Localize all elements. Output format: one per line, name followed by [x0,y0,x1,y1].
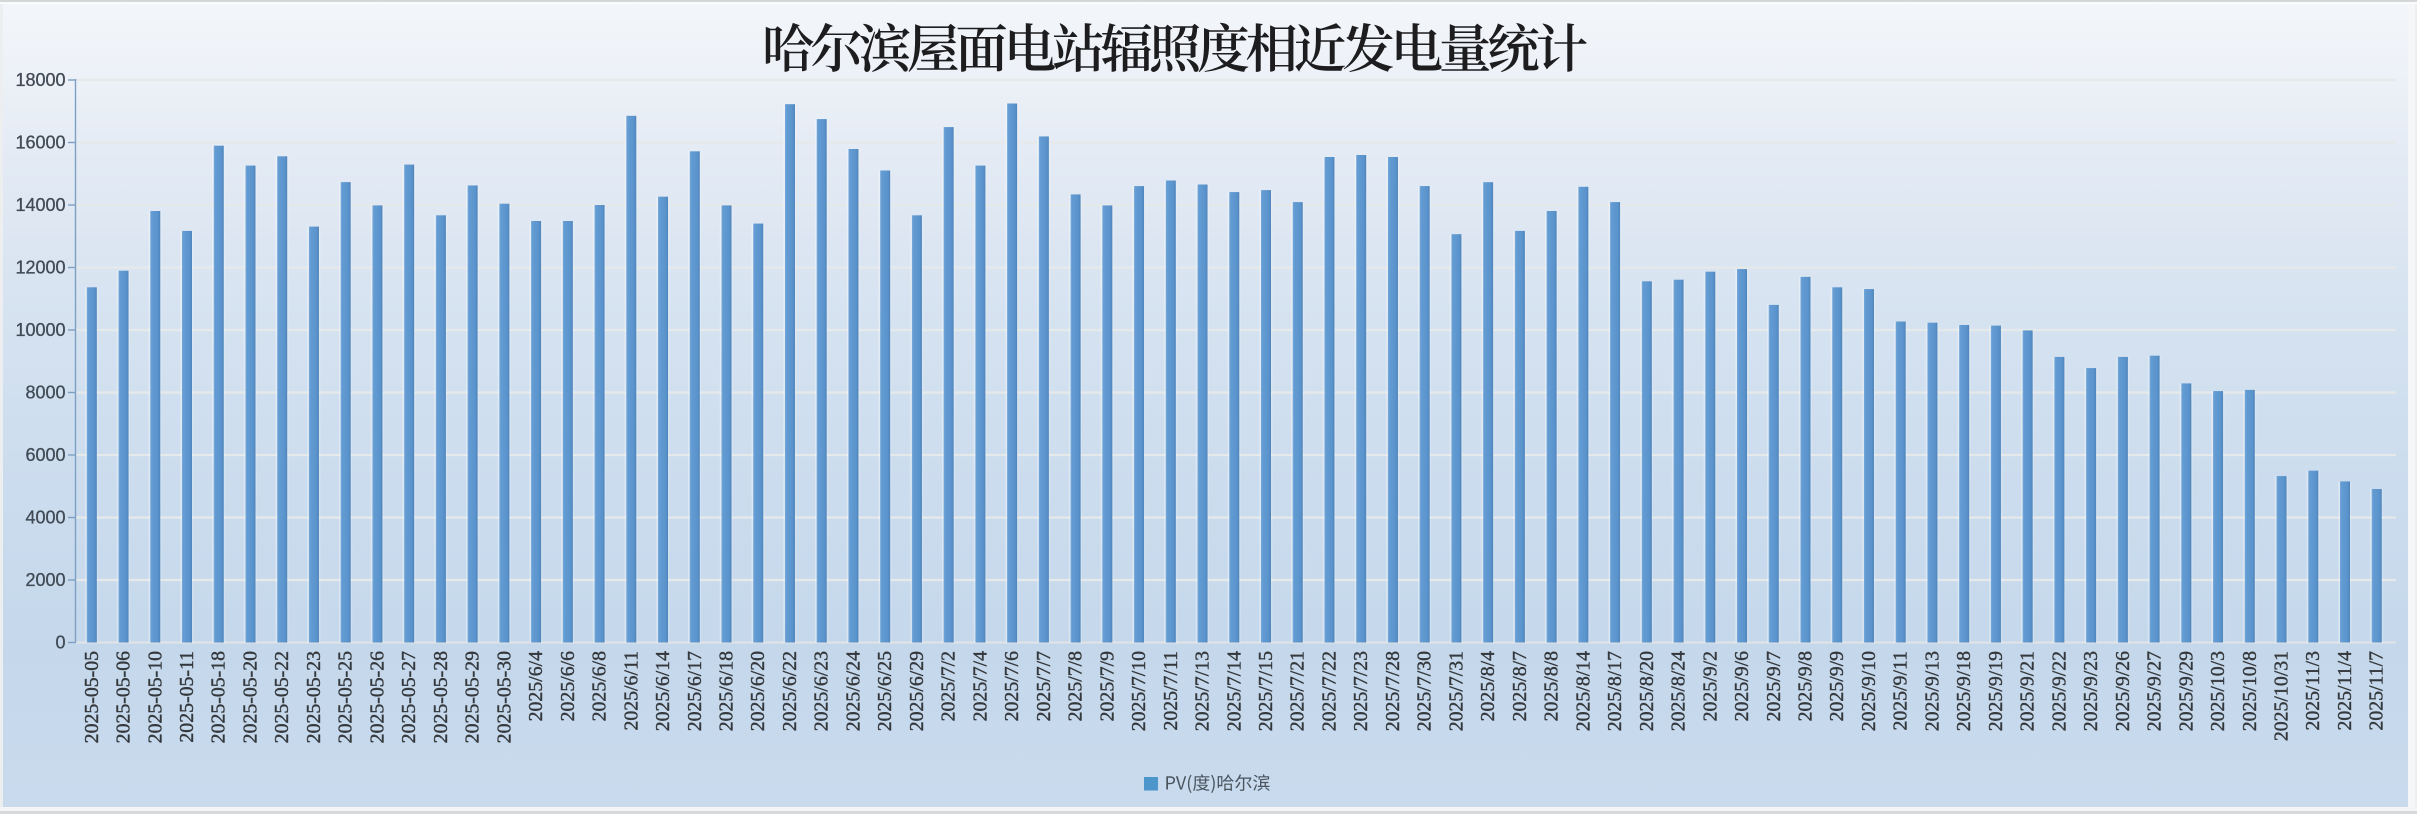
svg-text:2025/7/7: 2025/7/7 [1033,651,1055,721]
svg-text:2025/6/20: 2025/6/20 [747,651,769,731]
svg-text:2025/7/8: 2025/7/8 [1065,651,1087,721]
svg-text:2025/9/8: 2025/9/8 [1795,651,1817,721]
svg-text:2025/7/4: 2025/7/4 [969,651,991,721]
svg-text:2025-05-26: 2025-05-26 [366,651,388,743]
svg-text:2025-05-18: 2025-05-18 [208,651,230,743]
svg-text:2025/7/13: 2025/7/13 [1192,651,1214,731]
svg-text:2025/7/14: 2025/7/14 [1223,651,1245,731]
svg-text:2025/8/8: 2025/8/8 [1541,651,1563,721]
svg-text:2025/6/23: 2025/6/23 [811,651,833,731]
svg-text:8000: 8000 [25,383,65,403]
svg-text:2025-05-27: 2025-05-27 [398,651,420,743]
svg-text:2025/6/14: 2025/6/14 [652,651,674,731]
svg-text:2025/9/21: 2025/9/21 [2017,651,2039,731]
svg-text:2025-05-06: 2025-05-06 [113,651,135,743]
svg-text:2025-05-10: 2025-05-10 [144,651,166,743]
svg-text:2025-05-20: 2025-05-20 [240,651,262,743]
svg-text:2025-05-05: 2025-05-05 [81,651,103,743]
svg-text:2025/10/31: 2025/10/31 [2271,651,2293,741]
svg-text:2025/7/30: 2025/7/30 [1414,651,1436,731]
svg-text:2025-05-25: 2025-05-25 [335,651,357,743]
svg-text:2025/8/14: 2025/8/14 [1572,651,1594,731]
svg-text:2025/7/28: 2025/7/28 [1382,651,1404,731]
svg-text:2025-05-23: 2025-05-23 [303,651,325,743]
svg-text:12000: 12000 [15,258,65,278]
svg-text:2025/8/20: 2025/8/20 [1636,651,1658,731]
svg-text:2025/11/4: 2025/11/4 [2334,651,2356,731]
svg-text:2025/8/7: 2025/8/7 [1509,651,1531,721]
svg-text:2025-05-22: 2025-05-22 [271,651,293,743]
svg-text:2025/10/8: 2025/10/8 [2239,651,2261,731]
svg-text:14000: 14000 [15,195,65,215]
svg-text:2025-05-11: 2025-05-11 [176,651,198,743]
svg-text:16000: 16000 [15,133,65,153]
svg-text:2025/7/9: 2025/7/9 [1096,651,1118,721]
svg-text:2025/7/21: 2025/7/21 [1287,651,1309,731]
svg-text:6000: 6000 [25,445,65,465]
svg-text:18000: 18000 [15,70,65,90]
svg-text:2025/6/6: 2025/6/6 [557,651,579,721]
svg-text:2025/9/7: 2025/9/7 [1763,651,1785,721]
svg-text:2025/9/27: 2025/9/27 [2144,651,2166,731]
svg-text:2025/9/10: 2025/9/10 [1858,651,1880,731]
svg-text:10000: 10000 [15,320,65,340]
svg-text:2025/10/3: 2025/10/3 [2207,651,2229,731]
svg-text:2025/7/11: 2025/7/11 [1160,651,1182,731]
svg-text:2025/6/25: 2025/6/25 [874,651,896,731]
svg-text:2025/7/22: 2025/7/22 [1319,651,1341,731]
svg-text:2025/6/22: 2025/6/22 [779,651,801,731]
svg-text:0: 0 [55,633,65,653]
svg-text:2025/11/7: 2025/11/7 [2366,651,2388,731]
svg-text:2025/6/24: 2025/6/24 [842,651,864,731]
svg-text:2025/9/19: 2025/9/19 [1985,651,2007,731]
svg-text:4000: 4000 [25,508,65,528]
svg-text:2000: 2000 [25,570,65,590]
svg-text:2025/6/17: 2025/6/17 [684,651,706,731]
svg-text:2025/6/29: 2025/6/29 [906,651,928,731]
svg-text:2025/9/13: 2025/9/13 [1921,651,1943,731]
svg-text:2025/9/6: 2025/9/6 [1731,651,1753,721]
svg-text:2025/9/18: 2025/9/18 [1953,651,1975,731]
svg-text:2025/8/24: 2025/8/24 [1668,651,1690,731]
svg-text:2025/9/22: 2025/9/22 [2048,651,2070,731]
svg-text:2025/6/8: 2025/6/8 [589,651,611,721]
svg-text:2025/8/4: 2025/8/4 [1477,651,1499,721]
svg-text:2025/7/2: 2025/7/2 [938,651,960,721]
svg-text:2025-05-29: 2025-05-29 [462,651,484,743]
svg-text:2025/9/29: 2025/9/29 [2175,651,2197,731]
svg-text:2025/9/9: 2025/9/9 [1826,651,1848,721]
svg-text:2025/7/31: 2025/7/31 [1445,651,1467,731]
svg-text:2025/9/26: 2025/9/26 [2112,651,2134,731]
svg-text:2025/6/18: 2025/6/18 [716,651,738,731]
svg-text:2025/11/3: 2025/11/3 [2302,651,2324,731]
svg-text:2025/8/17: 2025/8/17 [1604,651,1626,731]
svg-text:2025-05-28: 2025-05-28 [430,651,452,743]
svg-text:2025/9/2: 2025/9/2 [1699,651,1721,721]
svg-text:2025/6/11: 2025/6/11 [620,651,642,731]
svg-text:2025/7/15: 2025/7/15 [1255,651,1277,731]
svg-text:2025/7/23: 2025/7/23 [1350,651,1372,731]
svg-text:2025/9/11: 2025/9/11 [1890,651,1912,731]
svg-text:2025-05-30: 2025-05-30 [493,651,515,743]
svg-text:2025/6/4: 2025/6/4 [525,651,547,721]
svg-text:2025/9/23: 2025/9/23 [2080,651,2102,731]
svg-text:2025/7/6: 2025/7/6 [1001,651,1023,721]
svg-text:2025/7/10: 2025/7/10 [1128,651,1150,731]
